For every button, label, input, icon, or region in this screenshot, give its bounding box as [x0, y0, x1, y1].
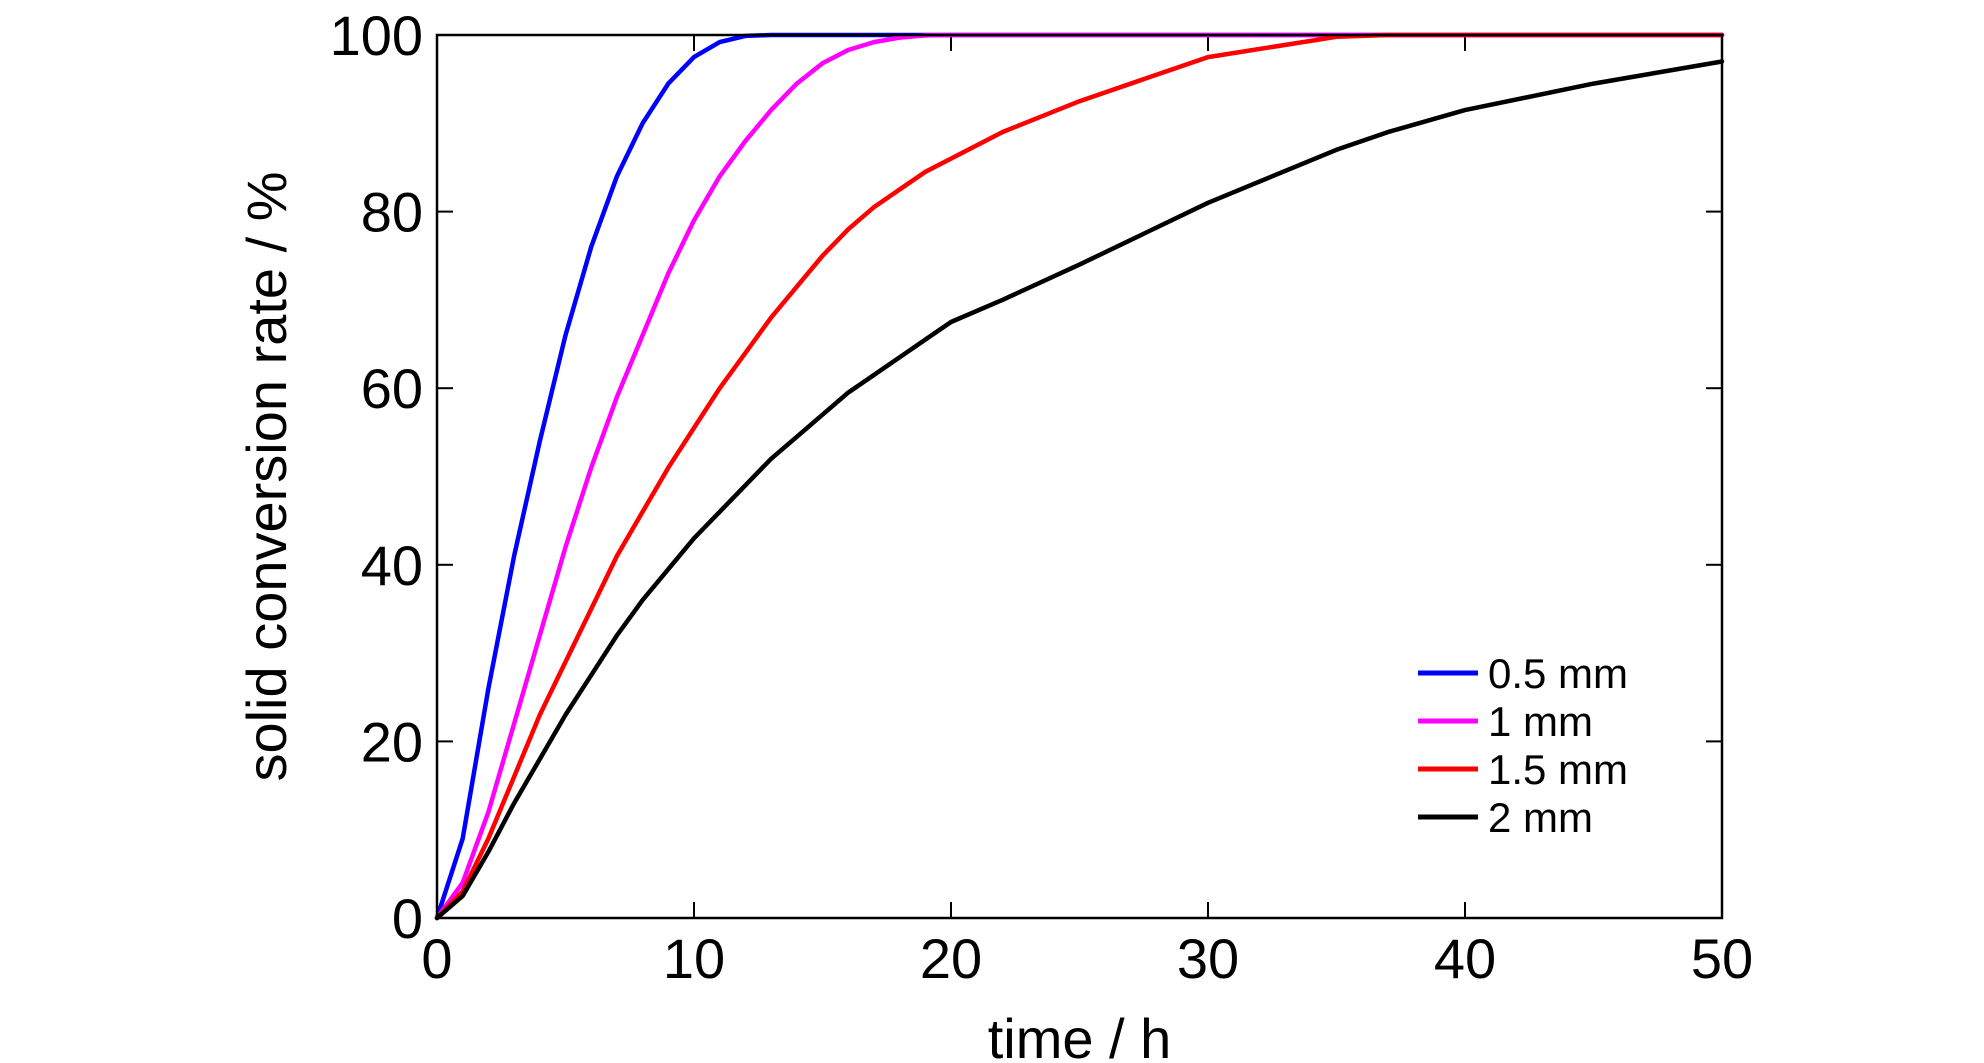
x-tick-label: 30: [1177, 927, 1239, 990]
y-tick-label: 0: [392, 887, 423, 950]
legend-label-2: 1.5 mm: [1488, 746, 1628, 793]
series-line-2: [434, 32, 1725, 921]
legend-label-1: 1 mm: [1488, 698, 1593, 745]
x-tick-label: 0: [421, 927, 452, 990]
legend-label-0: 0.5 mm: [1488, 650, 1628, 697]
x-tick-label: 10: [663, 927, 725, 990]
y-tick-label: 20: [361, 710, 423, 773]
y-tick-label: 100: [330, 4, 423, 67]
x-tick-label: 20: [920, 927, 982, 990]
x-axis-title: time / h: [988, 1007, 1172, 1063]
y-tick-label: 80: [361, 181, 423, 244]
x-tick-label: 40: [1434, 927, 1496, 990]
legend-label-3: 2 mm: [1488, 794, 1593, 841]
y-tick-label: 60: [361, 357, 423, 420]
y-axis-title: solid conversion rate / %: [235, 171, 298, 781]
x-tick-label: 50: [1691, 927, 1753, 990]
y-tick-label: 40: [361, 534, 423, 597]
legend: 0.5 mm1 mm1.5 mm2 mm: [1418, 650, 1628, 841]
series-line-3: [434, 59, 1725, 921]
x-axis-ticks: 0 10 20 30 40 50: [421, 35, 1753, 990]
plot-frame: [435, 33, 1724, 920]
